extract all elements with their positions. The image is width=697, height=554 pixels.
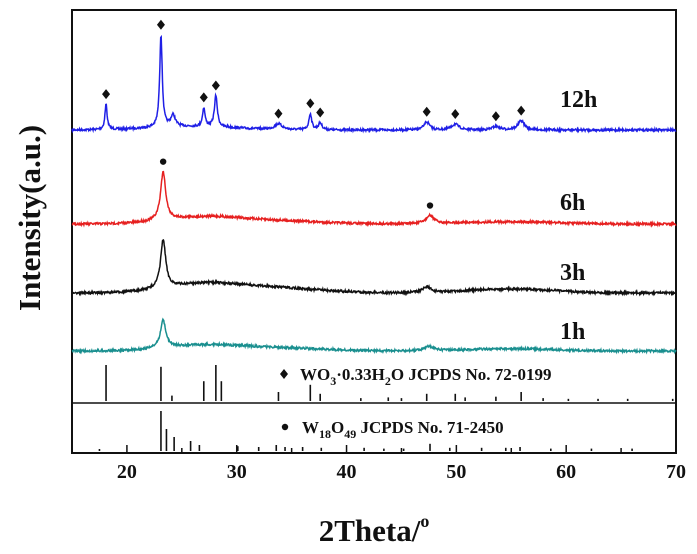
reference-label-part: 2 — [385, 374, 391, 388]
peak-marker-12h-10 — [517, 105, 526, 116]
reference-pattern-2: W18O49 JCPDS No. 71-2450 — [98, 411, 633, 451]
x-tick-label-60: 60 — [556, 461, 576, 483]
peak-marker-12h-8 — [451, 109, 460, 120]
reference-label-part: WO — [300, 365, 330, 384]
peak-marker-12h-9 — [491, 111, 500, 122]
x-tick-label-70: 70 — [666, 461, 686, 483]
peak-marker-12h-1 — [156, 19, 165, 30]
series-label-12h: 12h — [560, 87, 597, 113]
series-6h: 6h — [71, 158, 677, 228]
series-line-3h — [71, 239, 677, 297]
x-axis-title: 2Theta/o — [319, 511, 430, 548]
series-line-6h — [71, 170, 677, 228]
reference-label-part: 49 — [344, 427, 356, 441]
series-line-12h — [71, 34, 677, 134]
peak-marker-12h-7 — [422, 106, 431, 117]
peak-marker-6h-1 — [426, 202, 434, 209]
reference-pattern-1: WO3·0.33H2O JCPDS No. 72-0199 — [105, 365, 674, 401]
peak-marker-12h-4 — [274, 108, 283, 119]
x-axis-title-degree: o — [420, 511, 429, 531]
peak-marker-12h-3 — [211, 80, 220, 91]
reference-label-2: W18O49 JCPDS No. 71-2450 — [302, 418, 504, 441]
reference-label-part: O — [331, 418, 344, 437]
series-12h: 12h — [71, 19, 677, 134]
series-1h: 1h — [71, 317, 677, 355]
reference-label-1: WO3·0.33H2O JCPDS No. 72-0199 — [300, 365, 551, 388]
x-tick-label-40: 40 — [337, 461, 357, 483]
reference-label-part: ·0.33H — [336, 365, 385, 384]
reference-label-part: JCPDS No. 71-2450 — [356, 418, 503, 437]
series-label-6h: 6h — [560, 190, 585, 216]
plot-frame — [71, 9, 677, 454]
series-label-3h: 3h — [560, 260, 585, 286]
peak-marker-12h-5 — [306, 98, 315, 109]
reference-label-part: O JCPDS No. 72-0199 — [391, 365, 552, 384]
x-tick-label-50: 50 — [446, 461, 466, 483]
series-line-1h — [71, 317, 677, 355]
reference-label-part: 3 — [330, 374, 336, 388]
peak-marker-12h-2 — [199, 92, 208, 103]
series-3h: 3h — [71, 239, 677, 297]
reference-label-part: W — [302, 418, 319, 437]
reference-marker-1 — [280, 369, 288, 379]
reference-label-part: 18 — [319, 427, 331, 441]
x-axis-title-text: 2Theta/ — [319, 513, 421, 548]
reference-marker-2 — [281, 423, 289, 431]
x-tick-label-20: 20 — [117, 461, 137, 483]
peak-marker-12h-6 — [316, 107, 325, 118]
peak-marker-6h-0 — [159, 158, 167, 165]
y-axis-title: Intensity(a.u.) — [12, 125, 47, 311]
peak-marker-12h-0 — [102, 89, 111, 100]
x-tick-label-30: 30 — [227, 461, 247, 483]
series-label-1h: 1h — [560, 319, 585, 345]
